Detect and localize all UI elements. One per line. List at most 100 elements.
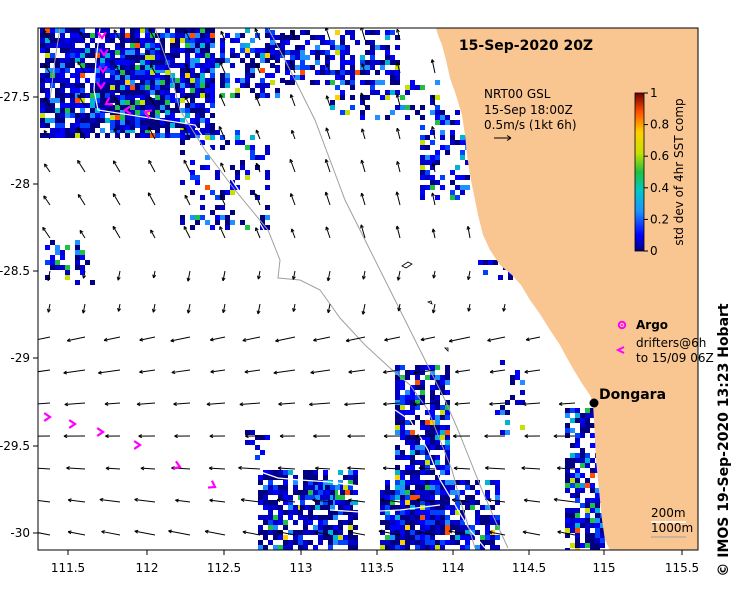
legend-drifters-period: to 15/09 06Z [636,351,714,365]
sst-pixel [293,490,298,495]
current-arrow [184,63,191,74]
sst-pixel [303,490,308,495]
sst-pixel [40,118,45,123]
sst-pixel [400,430,405,435]
sst-pixel [475,530,480,535]
sst-pixel [445,405,450,410]
sst-pixel [330,80,335,85]
sst-pixel [455,175,460,180]
sst-pixel [125,75,130,80]
sst-pixel [140,100,145,105]
sst-pixel [415,535,420,540]
current-arrow [64,402,86,407]
product-name: NRT00 GSL [484,87,551,101]
sst-pixel [348,525,353,530]
sst-pixel [390,535,395,540]
sst-pixel [130,65,135,70]
sst-pixel [235,93,240,98]
sst-pixel [235,170,240,175]
sst-pixel [440,530,445,535]
sst-pixel [210,145,215,150]
sst-pixel [415,110,420,115]
current-arrow [105,466,121,471]
sst-pixel [405,500,410,505]
sst-pixel [340,490,345,495]
sst-pixel [255,165,260,170]
sst-pixel [415,440,420,445]
sst-pixel [190,58,195,63]
sst-pixel [165,110,170,115]
sst-pixel [405,470,410,475]
sst-pixel [150,105,155,110]
sst-pixel [450,140,455,145]
vector-scale-label: 0.5m/s (1kt 6h) [484,118,577,132]
sst-pixel [410,460,415,465]
sst-pixel [318,500,323,505]
sst-pixel [50,98,55,103]
sst-pixel [298,535,303,540]
sst-pixel [315,55,320,60]
sst-pixel [490,540,495,545]
current-arrow [82,270,87,279]
colorbar-tick-label: 1 [650,86,658,100]
sst-pixel [395,35,400,40]
sst-pixel [390,545,395,550]
sst-pixel [430,470,435,475]
sst-pixel [165,128,170,133]
sst-pixel [345,50,350,55]
sst-pixel [230,220,235,225]
sst-pixel [565,528,570,533]
sst-pixel [95,28,100,33]
current-arrow [466,226,471,239]
sst-pixel [410,440,415,445]
sst-pixel [300,30,305,35]
sst-pixel [270,30,275,35]
sst-pixel [210,43,215,48]
sst-pixel [450,135,455,140]
sst-pixel [435,480,440,485]
sst-pixel [480,520,485,525]
sst-pixel [245,175,250,180]
sst-pixel [350,85,355,90]
drifter-chevron [97,31,107,40]
sst-pixel [340,90,345,95]
legend-argo: Argo [636,318,668,332]
sst-pixel [270,63,275,68]
sst-pixel [485,495,490,500]
sst-pixel [410,515,415,520]
sst-pixel [575,498,580,503]
sst-pixel [260,155,265,160]
sst-pixel [430,515,435,520]
sst-pixel [175,53,180,58]
sst-pixel [575,443,580,448]
sst-pixel [313,470,318,475]
island-outline [401,261,449,352]
sst-pixel [140,75,145,80]
sst-pixel [333,515,338,520]
sst-pixel [135,50,140,55]
sst-pixel [385,30,390,35]
sst-pixel [215,195,220,200]
sst-pixel [175,133,180,138]
sst-pixel [565,478,570,483]
sst-pixel [268,525,273,530]
current-arrow [360,128,366,140]
sst-pixel [268,485,273,490]
sst-pixel [348,510,353,515]
sst-pixel [180,123,185,128]
sst-pixel [205,33,210,38]
sst-pixel [420,385,425,390]
sst-pixel [190,190,195,195]
colorbar-tick-label: 0.8 [650,118,669,132]
sst-pixel [420,525,425,530]
sst-pixel [55,265,60,270]
sst-pixel [125,65,130,70]
sst-pixel [420,155,425,160]
sst-pixel [375,90,380,95]
current-vectors [38,28,576,536]
sst-pixel [110,65,115,70]
y-tick-label: -30 [10,526,30,540]
sst-pixel [483,260,488,265]
sst-pixel [65,28,70,33]
sst-pixel [55,108,60,113]
